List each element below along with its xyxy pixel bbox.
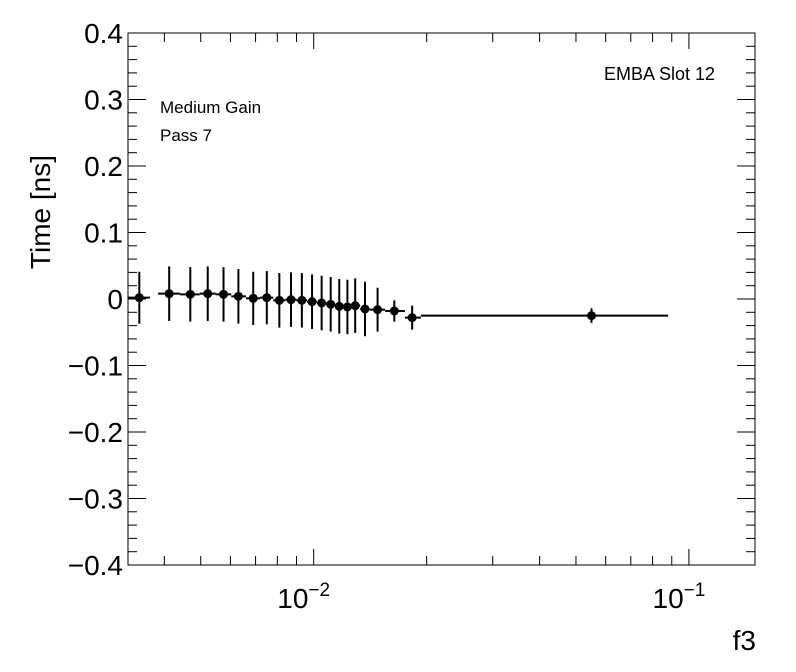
x-tick-label: 10−2 — [277, 580, 330, 614]
data-marker — [307, 297, 317, 307]
data-point — [158, 266, 180, 321]
y-tick-label: −0.1 — [68, 351, 123, 382]
data-marker — [219, 289, 229, 299]
data-point — [369, 287, 386, 332]
data-marker — [164, 289, 174, 299]
data-point — [215, 267, 232, 322]
data-marker — [274, 295, 284, 305]
data-point — [404, 305, 421, 330]
x-tick-label-base: 10 — [653, 583, 684, 614]
data-marker — [317, 298, 327, 308]
slot-label: EMBA Slot 12 — [604, 64, 715, 84]
data-marker — [185, 289, 195, 299]
x-tick-label-base: 10 — [277, 583, 308, 614]
data-marker — [134, 293, 144, 303]
data-point — [245, 271, 261, 325]
data-marker — [286, 295, 296, 305]
y-tick-labels: −0.4 −0.3 −0.2 −0.1 0 0.1 0.2 0.3 0.4 — [68, 18, 123, 581]
y-tick-label: 0 — [107, 284, 123, 315]
y-tick-label: 0.1 — [84, 218, 123, 249]
data-point — [326, 277, 336, 332]
data-point — [342, 279, 352, 335]
data-marker — [586, 311, 596, 321]
pass-label: Pass 7 — [160, 126, 212, 145]
data-point — [360, 281, 370, 337]
x-tick-label-exponent: −1 — [684, 580, 706, 601]
data-point — [273, 273, 286, 328]
data-point — [350, 278, 361, 333]
data-point — [316, 275, 327, 331]
y-tick-label: 0.3 — [84, 85, 123, 116]
data-marker — [373, 305, 383, 315]
data-point — [285, 272, 297, 327]
data-marker — [326, 299, 336, 309]
x-axis-title: f3 — [733, 625, 756, 656]
y-tick-label: 0.2 — [84, 151, 123, 182]
gain-label: Medium Gain — [160, 98, 261, 117]
data-point — [231, 269, 246, 324]
data-marker — [233, 291, 243, 301]
axis-ticks — [128, 32, 755, 566]
x-tick-label-exponent: −2 — [308, 580, 330, 601]
data-point — [420, 308, 669, 323]
data-marker — [248, 293, 258, 303]
data-marker — [389, 306, 399, 316]
data-marker — [360, 304, 370, 314]
data-marker — [203, 289, 213, 299]
data-marker — [334, 301, 344, 311]
data-point — [334, 279, 344, 334]
x-tick-labels: 10−2 10−1 — [277, 580, 705, 614]
data-point — [179, 267, 200, 322]
data-points — [128, 266, 669, 337]
data-point — [307, 274, 317, 329]
y-tick-label: −0.4 — [68, 550, 123, 581]
data-point — [128, 271, 150, 324]
data-marker — [297, 295, 307, 305]
data-marker — [350, 301, 360, 311]
data-point — [296, 273, 308, 328]
data-marker — [262, 293, 272, 303]
data-point — [385, 300, 405, 322]
data-point — [199, 266, 216, 321]
data-marker — [407, 313, 417, 323]
y-tick-label: 0.4 — [84, 18, 123, 49]
y-axis-title: Time [ns] — [25, 155, 56, 269]
x-tick-label: 10−1 — [653, 580, 706, 614]
y-tick-label: −0.2 — [68, 417, 123, 448]
y-tick-label: −0.3 — [68, 484, 123, 515]
data-marker — [342, 302, 352, 312]
data-point — [260, 271, 274, 325]
